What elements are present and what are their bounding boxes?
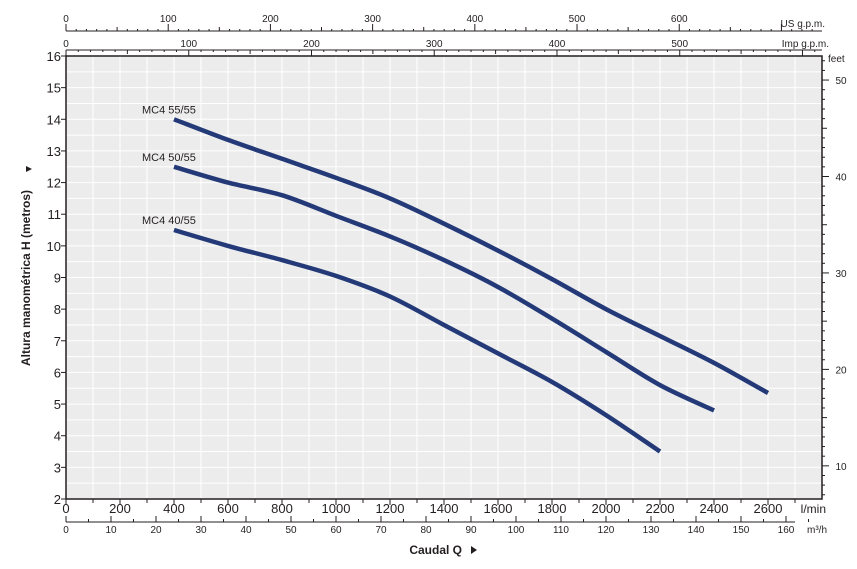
right-axis: feet: [821, 54, 845, 499]
y-tick-label: 11: [48, 207, 62, 222]
m3h-tick-label: 70: [375, 525, 387, 536]
series-label: MC4 55/55: [142, 104, 196, 116]
x-tick-label: 2000: [592, 501, 621, 516]
m3h-tick-label: 80: [420, 525, 432, 536]
x-tick-label: 200: [109, 501, 131, 516]
m3h-tick-label: 110: [553, 525, 569, 536]
x-tick-label: 1400: [430, 501, 459, 516]
x-tick-label: 0: [62, 501, 69, 516]
y-tick-label: 6: [54, 365, 61, 380]
x-axis-arrow-icon: [471, 546, 477, 554]
x-tick-label: 1000: [322, 501, 351, 516]
y-tick-label: 5: [54, 397, 61, 412]
m3h-tick-label: 40: [240, 525, 252, 536]
y-tick-label: 3: [54, 460, 61, 475]
feet-tick-label: 50: [835, 76, 847, 87]
lmin-unit-label: l/min: [801, 502, 826, 516]
x-tick-label: 1200: [376, 501, 405, 516]
m3h-tick-label: 50: [285, 525, 297, 536]
us-gpm-tick-label: 200: [262, 14, 279, 25]
imp-gpm-tick-label: 100: [180, 39, 197, 50]
y-tick-label: 2: [54, 492, 61, 507]
series-line: [173, 164, 715, 413]
x-tick-label: 2600: [754, 501, 783, 516]
us-gpm-tick-label: 0: [63, 14, 69, 25]
y-tick-label: 14: [47, 112, 61, 127]
y-axis-arrow-icon: [26, 166, 32, 172]
x-tick-label: 1800: [538, 501, 567, 516]
m3h-unit-label: m³/h: [807, 525, 827, 536]
x-tick-label: 800: [271, 501, 293, 516]
y-tick-label: 4: [54, 429, 61, 444]
y-tick-label: 13: [47, 144, 61, 159]
tick-layer: 0 200 400 600 800 1000 1200 1400 1600 1800 2000 220…: [47, 14, 847, 536]
y-tick-label: 12: [47, 176, 61, 191]
m3h-tick-label: 0: [63, 525, 69, 536]
m3h-tick-label: 160: [778, 525, 795, 536]
y-axis-title: Altura manométrica H (metros): [19, 190, 33, 366]
y-tick-label: 10: [47, 239, 61, 254]
m3h-tick-label: 90: [465, 525, 477, 536]
series-layer: MC4 55/55 MC4 50/55 MC4 40/55: [142, 104, 770, 454]
x-tick-label: 400: [163, 501, 185, 516]
imp-gpm-tick-label: 500: [671, 39, 688, 50]
m3h-tick-label: 120: [598, 525, 615, 536]
m3h-tick-label: 30: [195, 525, 207, 536]
imp-gpm-tick-label: 0: [63, 39, 69, 50]
us-gpm-tick-label: 100: [160, 14, 177, 25]
m3h-tick-label: 60: [330, 525, 342, 536]
m3h-tick-label: 150: [733, 525, 750, 536]
series-label: MC4 40/55: [142, 215, 196, 227]
us-gpm-tick-label: 400: [466, 14, 483, 25]
m3h-tick-label: 140: [688, 525, 705, 536]
m3h-tick-label: 10: [105, 525, 117, 536]
m3h-tick-label: 130: [643, 525, 660, 536]
feet-tick-label: 40: [835, 172, 847, 183]
y-tick-label: 8: [54, 302, 61, 317]
us-gpm-tick-label: 300: [364, 14, 381, 25]
x-tick-label: 600: [217, 501, 239, 516]
us-gpm-tick-label: 500: [569, 14, 586, 25]
us-gpm-tick-label: 600: [671, 14, 688, 25]
imp-gpm-tick-label: 400: [549, 39, 566, 50]
us-gpm-unit-label: US g.p.m.: [781, 19, 825, 30]
imp-gpm-tick-label: 300: [426, 39, 443, 50]
y-tick-label: 15: [47, 81, 61, 96]
y-tick-label: 9: [54, 271, 61, 286]
imp-gpm-tick-label: 200: [303, 39, 320, 50]
feet-tick-label: 30: [835, 269, 847, 280]
x-tick-label: 1600: [484, 501, 513, 516]
x-tick-label: 2400: [700, 501, 729, 516]
x-tick-label: 2200: [646, 501, 675, 516]
m3h-tick-label: 100: [508, 525, 525, 536]
y-tick-label: 7: [54, 334, 61, 349]
feet-unit-label: feet: [828, 54, 845, 65]
feet-tick-label: 20: [835, 365, 847, 376]
y-tick-label: 16: [47, 49, 61, 64]
feet-tick-label: 10: [835, 462, 847, 473]
x-axis-title: Caudal Q: [409, 543, 462, 557]
series-label: MC4 50/55: [142, 152, 196, 164]
series-line: [173, 227, 662, 454]
m3h-tick-label: 20: [150, 525, 162, 536]
imp-gpm-unit-label: Imp g.p.m.: [782, 39, 829, 50]
series-line: [173, 117, 770, 395]
